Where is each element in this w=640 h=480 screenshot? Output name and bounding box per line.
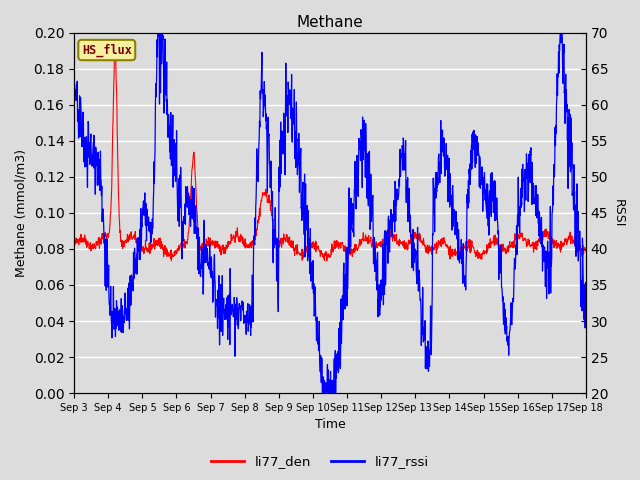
Y-axis label: RSSI: RSSI bbox=[612, 199, 625, 227]
Text: HS_flux: HS_flux bbox=[82, 43, 132, 57]
Legend: li77_den, li77_rssi: li77_den, li77_rssi bbox=[206, 450, 434, 473]
X-axis label: Time: Time bbox=[315, 419, 346, 432]
Y-axis label: Methane (mmol/m3): Methane (mmol/m3) bbox=[15, 149, 28, 277]
Title: Methane: Methane bbox=[296, 15, 364, 30]
